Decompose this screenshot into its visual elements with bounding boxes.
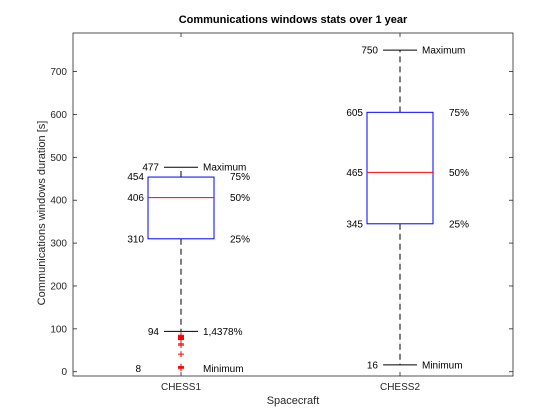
y-tick-label: 300	[50, 239, 67, 250]
y-tick-label: 200	[50, 281, 67, 292]
q3-value-label: 454	[127, 172, 144, 183]
y-tick-label: 100	[50, 324, 67, 335]
q1-value-label: 310	[127, 234, 144, 245]
min-label: Minimum	[422, 360, 463, 371]
median-value-label: 406	[127, 193, 144, 204]
median-value-label: 465	[346, 168, 363, 179]
q3-value-label: 605	[346, 108, 363, 119]
min-value-label: 16	[367, 360, 379, 371]
y-tick-label: 400	[50, 196, 67, 207]
max-value-label: 477	[142, 163, 159, 174]
axes-frame	[72, 32, 514, 377]
min-value-label: 8	[135, 364, 141, 375]
y-tick-label: 600	[50, 110, 67, 121]
y-tick-label: 0	[61, 367, 67, 378]
q1-label: 25%	[230, 234, 250, 245]
q3-label: 75%	[449, 108, 469, 119]
chart-title: Communications windows stats over 1 year	[179, 14, 408, 26]
q1-label: 25%	[449, 219, 469, 230]
max-label: Maximum	[203, 163, 246, 174]
y-tick-label: 500	[50, 153, 67, 164]
lower-whisker-label: 1,4378%	[203, 327, 243, 338]
q1-value-label: 345	[346, 219, 363, 230]
box-iqr	[147, 176, 215, 240]
y-tick-label: 700	[50, 67, 67, 78]
max-value-label: 750	[361, 46, 378, 57]
x-tick-label: CHESS1	[161, 382, 201, 393]
min-label: Minimum	[203, 364, 244, 375]
x-tick-label: CHESS2	[380, 382, 420, 393]
median-label: 50%	[230, 193, 250, 204]
q3-label: 75%	[230, 172, 250, 183]
median-label: 50%	[449, 168, 469, 179]
x-axis-label: Spacecraft	[267, 395, 320, 407]
y-axis-label: Communications windows duration [s]	[36, 121, 48, 306]
plot-area: 0 100 200 300 400 500 600 700 CHESS1 CHESS2 477 Max…	[50, 32, 514, 393]
box-iqr	[366, 111, 434, 225]
max-label: Maximum	[422, 46, 465, 57]
lower-whisker-value-label: 94	[148, 327, 160, 338]
